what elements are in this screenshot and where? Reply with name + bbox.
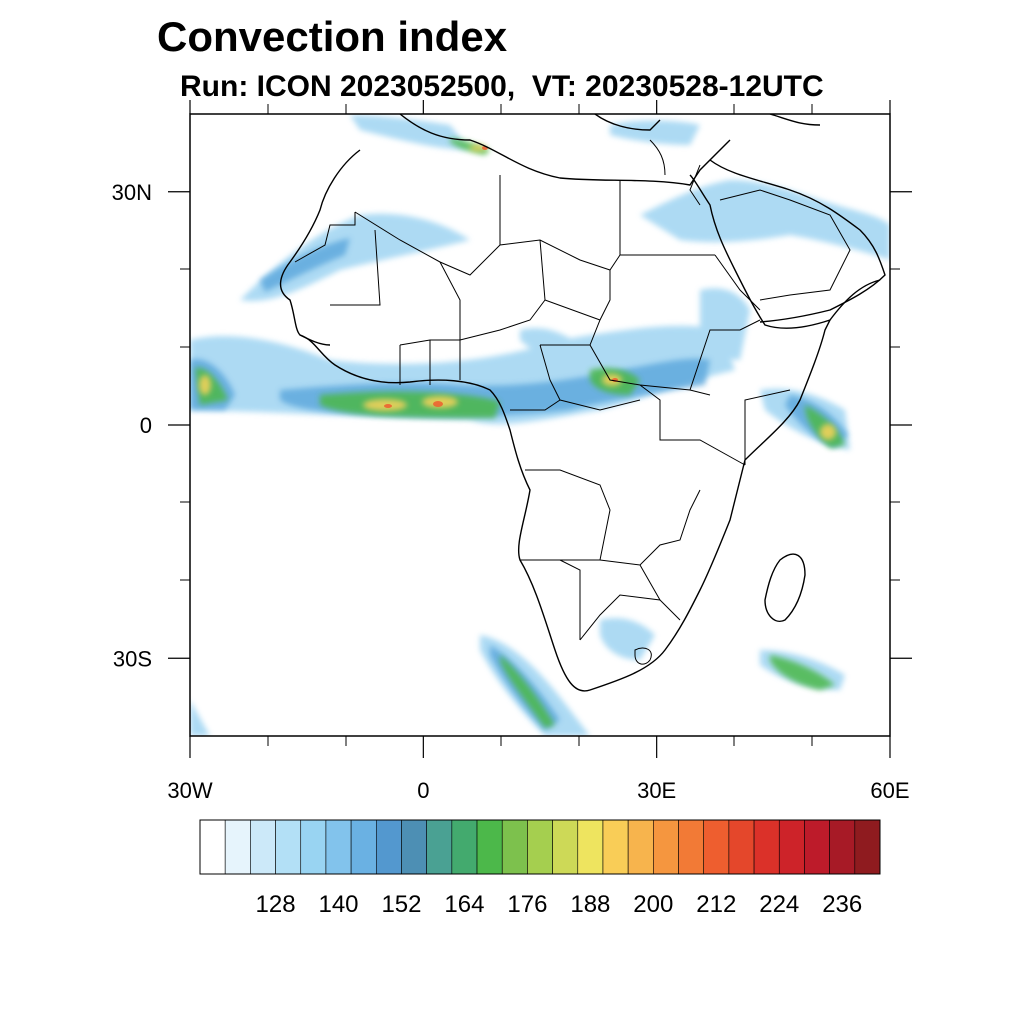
lat-tick-label: 30S bbox=[113, 646, 152, 671]
lon-tick-label: 0 bbox=[417, 778, 429, 803]
tick-labels: 30W 0 30E 60E 30N 0 30S bbox=[112, 180, 910, 803]
lat-tick-label: 0 bbox=[140, 413, 152, 438]
lat-tick-label: 30N bbox=[112, 180, 152, 205]
map-title: Convection index bbox=[157, 13, 508, 60]
coastlines bbox=[279, 114, 886, 692]
minor-ticks bbox=[180, 104, 900, 746]
lon-tick-label: 60E bbox=[870, 778, 909, 803]
major-ticks bbox=[168, 100, 912, 758]
country-borders bbox=[294, 139, 851, 665]
map-subtitle: Run: ICON 2023052500, VT: 20230528-12UTC bbox=[180, 70, 824, 103]
lon-tick-label: 30W bbox=[167, 778, 212, 803]
convection-area-strong bbox=[195, 138, 845, 728]
convection-field bbox=[190, 115, 890, 736]
convection-area-light bbox=[190, 115, 890, 736]
lon-tick-label: 30E bbox=[637, 778, 676, 803]
